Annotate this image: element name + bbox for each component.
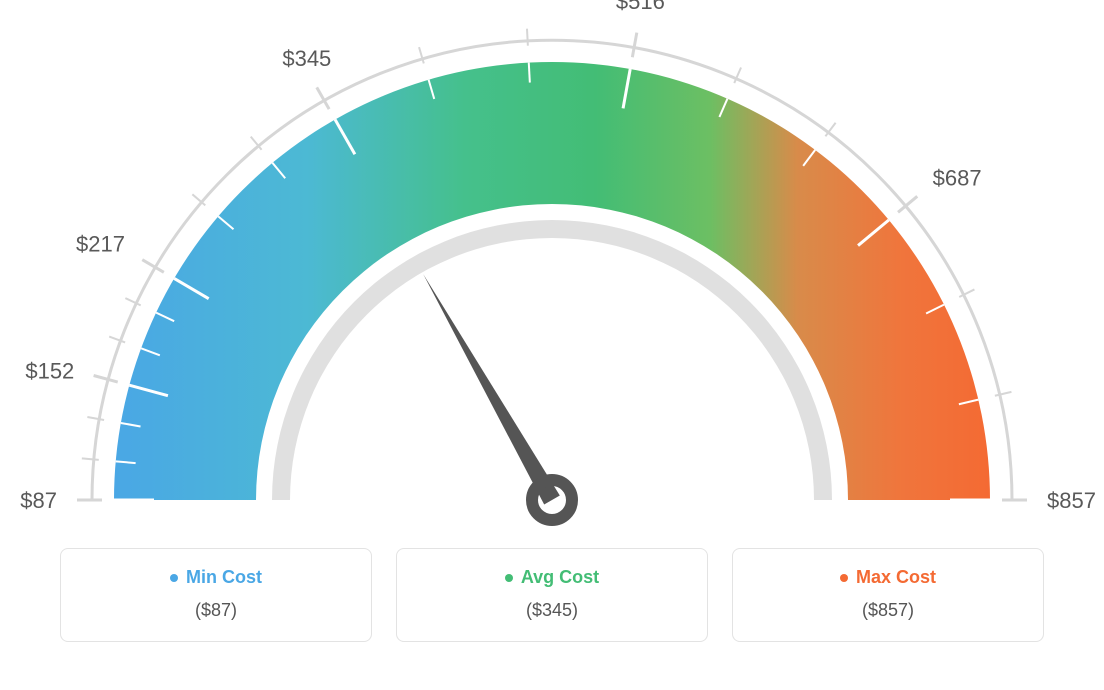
scale-major-tick [632,33,636,58]
gauge-tick-label: $857 [1047,488,1096,513]
legend-title-text: Min Cost [186,567,262,588]
gauge-tick-label: $516 [616,0,665,14]
legend-row: Min Cost ($87) Avg Cost ($345) Max Cost ($857… [0,548,1104,642]
scale-minor-tick [995,392,1012,396]
gauge-tick-label: $152 [25,358,74,383]
legend-card-title: Max Cost [840,567,936,588]
scale-minor-tick [82,458,99,460]
legend-card: Avg Cost ($345) [396,548,708,642]
gauge-tick-label: $87 [20,488,57,513]
legend-card: Max Cost ($857) [732,548,1044,642]
legend-card: Min Cost ($87) [60,548,372,642]
legend-title-text: Avg Cost [521,567,599,588]
legend-dot-icon [840,574,848,582]
arc-minor-tick [529,63,530,83]
gauge-tick-label: $345 [282,46,331,71]
gauge-needle [423,274,560,504]
legend-dot-icon [505,574,513,582]
legend-value: ($87) [61,600,371,621]
gauge-svg: $87 $152 $217 $345 $516 $687 $857 [0,0,1104,545]
gauge-chart: $87 $152 $217 $345 $516 $687 $857 [0,0,1104,530]
scale-minor-tick [87,417,104,420]
gauge-color-arc [114,62,990,500]
legend-value: ($345) [397,600,707,621]
legend-value: ($857) [733,600,1043,621]
legend-card-title: Avg Cost [505,567,599,588]
scale-major-tick [94,376,118,383]
gauge-tick-label: $217 [76,232,125,257]
legend-card-title: Min Cost [170,567,262,588]
scale-minor-tick [527,29,528,46]
legend-title-text: Max Cost [856,567,936,588]
legend-dot-icon [170,574,178,582]
gauge-tick-label: $687 [933,166,982,191]
